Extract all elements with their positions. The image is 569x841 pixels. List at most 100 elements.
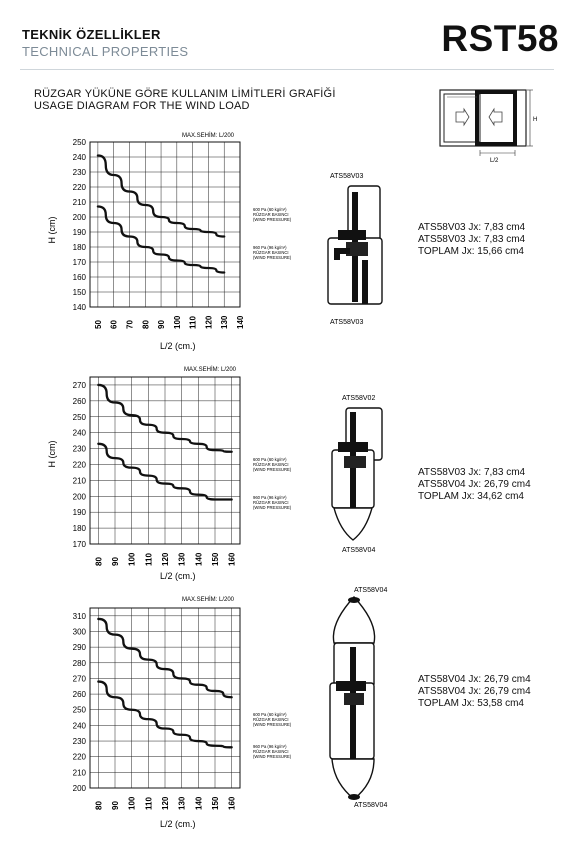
y-tick-label: 260 — [73, 690, 87, 699]
x-tick-label: 90 — [111, 801, 120, 810]
legend-lower-1: 960 Pa (96 kg/m²) — [253, 245, 287, 250]
y-tick-label: 180 — [73, 243, 87, 252]
legend-lower-3: (WIND PRESSURE) — [253, 754, 292, 759]
x-tick-label: 120 — [204, 315, 213, 329]
y-tick-label: 190 — [73, 508, 87, 517]
x-tick-label: 120 — [161, 796, 170, 810]
chart-3: MAX.SEHİM: L/200 200 210 220 230 240 250 260 27… — [73, 596, 292, 829]
series-line-1 — [96, 154, 226, 238]
y-tick-label: 140 — [73, 303, 87, 312]
y-tick-label: 240 — [73, 153, 87, 162]
x-tick-label: 90 — [157, 320, 166, 329]
y-tick-label: 260 — [73, 397, 87, 406]
spec-block-2: ATS58V03 Jx: 7,83 cm4 ATS58V04 Jx: 26,79… — [418, 467, 531, 503]
y-tick-label: 250 — [73, 138, 87, 147]
window-diagram: H L/2 — [439, 89, 537, 164]
y-tick-label: 180 — [73, 524, 87, 533]
plot-frame — [89, 141, 241, 308]
profile-bottom-label: ATS58V03 — [330, 319, 363, 326]
x-tick-label: 130 — [178, 552, 187, 566]
y-tick-label: 200 — [73, 784, 87, 793]
y-tick-label: 280 — [73, 659, 87, 668]
y-tick-label: 230 — [73, 737, 87, 746]
x-tick-label: 140 — [194, 796, 203, 810]
legend-upper-3: (WIND PRESSURE) — [253, 217, 292, 222]
y-tick-label: 290 — [73, 643, 87, 652]
spec-line: ATS58V04 Jx: 26,79 cm4 — [418, 674, 531, 685]
spec-line: ATS58V03 Jx: 7,83 cm4 — [418, 467, 526, 478]
profile-top-label: ATS58V04 — [354, 587, 387, 594]
spec-line: ATS58V03 Jx: 7,83 cm4 — [418, 222, 526, 233]
y-tick-label: 170 — [73, 540, 87, 549]
x-tick-label: 100 — [128, 552, 137, 566]
series-line-2 — [96, 205, 226, 274]
plot-frame — [89, 607, 241, 789]
x-axis-label: L/2 (cm.) — [160, 341, 196, 351]
legend-upper-3: (WIND PRESSURE) — [253, 467, 292, 472]
spec-line: TOPLAM Jx: 34,62 cm4 — [418, 491, 524, 502]
y-tick-label: 150 — [73, 288, 87, 297]
x-tick-label: 140 — [194, 552, 203, 566]
header-divider — [20, 69, 554, 70]
spec-line: TOPLAM Jx: 15,66 cm4 — [418, 246, 524, 257]
legend-lower-1: 960 Pa (96 kg/m²) — [253, 495, 287, 500]
x-tick-label: 80 — [141, 320, 150, 329]
title-tr: TEKNİK ÖZELLİKLER — [22, 27, 161, 42]
y-tick-label: 170 — [73, 258, 87, 267]
width-label: L/2 — [490, 158, 499, 164]
profile-top-label: ATS58V02 — [342, 395, 375, 402]
spec-block-3: ATS58V04 Jx: 26,79 cm4 ATS58V04 Jx: 26,7… — [418, 674, 531, 710]
y-tick-label: 210 — [73, 768, 87, 777]
section-title-en: USAGE DIAGRAM FOR THE WIND LOAD — [34, 100, 250, 112]
y-tick-label: 250 — [73, 413, 87, 422]
y-tick-label: 240 — [73, 721, 87, 730]
max-label: MAX.SEHİM: L/200 — [184, 366, 237, 373]
title-en: TECHNICAL PROPERTIES — [22, 44, 189, 59]
y-tick-label: 210 — [73, 476, 87, 485]
legend-upper-2: RÜZGAR BASINCI — [253, 212, 289, 217]
x-tick-label: 110 — [189, 316, 198, 329]
y-tick-label: 220 — [73, 460, 87, 469]
profile-bottom-label: ATS58V04 — [342, 547, 375, 554]
y-tick-label: 230 — [73, 445, 87, 454]
max-label: MAX.SEHİM: L/200 — [182, 596, 235, 603]
x-tick-label: 110 — [144, 553, 153, 566]
y-tick-label: 190 — [73, 228, 87, 237]
profile-section-3: ATS58V04 ATS58V04 — [329, 587, 387, 809]
y-tick-label: 160 — [73, 273, 87, 282]
x-tick-label: 80 — [94, 801, 103, 810]
x-tick-label: 100 — [173, 315, 182, 329]
profile-bottom-label: ATS58V04 — [354, 802, 387, 809]
y-tick-label: 220 — [73, 183, 87, 192]
y-tick-label: 200 — [73, 213, 87, 222]
plot-frame — [89, 376, 241, 545]
max-label: MAX.SEHİM: L/200 — [182, 132, 235, 139]
y-axis-label: H (cm) — [47, 441, 57, 468]
x-tick-label: 60 — [110, 320, 119, 329]
legend-upper-3: (WIND PRESSURE) — [253, 722, 292, 727]
legend-upper-1: 600 Pa (60 kg/m²) — [253, 207, 287, 212]
y-tick-label: 300 — [73, 627, 87, 636]
y-axis-label: H (cm) — [47, 217, 57, 244]
x-tick-label: 80 — [94, 557, 103, 566]
legend-lower-2: RÜZGAR BASINCI — [253, 250, 289, 255]
x-tick-label: 50 — [94, 320, 103, 329]
legend-upper-2: RÜZGAR BASINCI — [253, 717, 289, 722]
x-tick-label: 70 — [125, 320, 134, 329]
spec-line: ATS58V04 Jx: 26,79 cm4 — [418, 686, 531, 697]
series-line-1 — [97, 383, 233, 453]
model-name: RST58 — [441, 18, 559, 59]
legend-upper-2: RÜZGAR BASINCI — [253, 462, 289, 467]
x-tick-label: 150 — [211, 796, 220, 810]
x-tick-label: 130 — [220, 315, 229, 329]
y-tick-label: 200 — [73, 492, 87, 501]
x-tick-label: 90 — [111, 557, 120, 566]
legend-upper-1: 600 Pa (60 kg/m²) — [253, 712, 287, 717]
x-axis-label: L/2 (cm.) — [160, 571, 196, 581]
series-line-1 — [97, 617, 233, 699]
profile-section-1: ATS58V03 ATS58V03 — [327, 173, 383, 326]
y-tick-label: 230 — [73, 168, 87, 177]
spec-block-1: ATS58V03 Jx: 7,83 cm4 ATS58V03 Jx: 7,83 … — [418, 222, 525, 258]
legend-lower-2: RÜZGAR BASINCI — [253, 500, 289, 505]
legend-upper-1: 600 Pa (60 kg/m²) — [253, 457, 287, 462]
